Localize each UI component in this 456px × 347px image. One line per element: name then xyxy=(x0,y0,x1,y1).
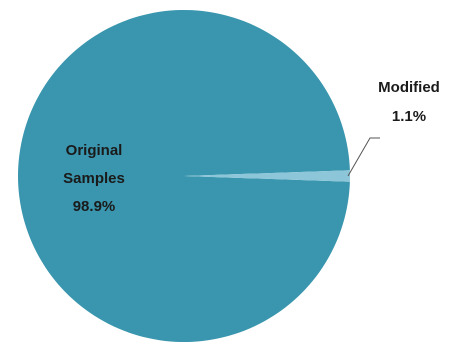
original-samples-label-line2: Samples xyxy=(63,170,125,187)
modified-label: Modified xyxy=(378,79,440,96)
modified-percent: 1.1% xyxy=(392,108,426,125)
pie-slice-original-samples xyxy=(17,10,350,343)
original-samples-label-line1: Original xyxy=(66,142,123,159)
pie-slices xyxy=(17,10,350,343)
pie-slice-modified xyxy=(184,170,350,182)
original-samples-percent: 98.9% xyxy=(73,198,116,215)
modified-leader-line xyxy=(347,137,380,177)
